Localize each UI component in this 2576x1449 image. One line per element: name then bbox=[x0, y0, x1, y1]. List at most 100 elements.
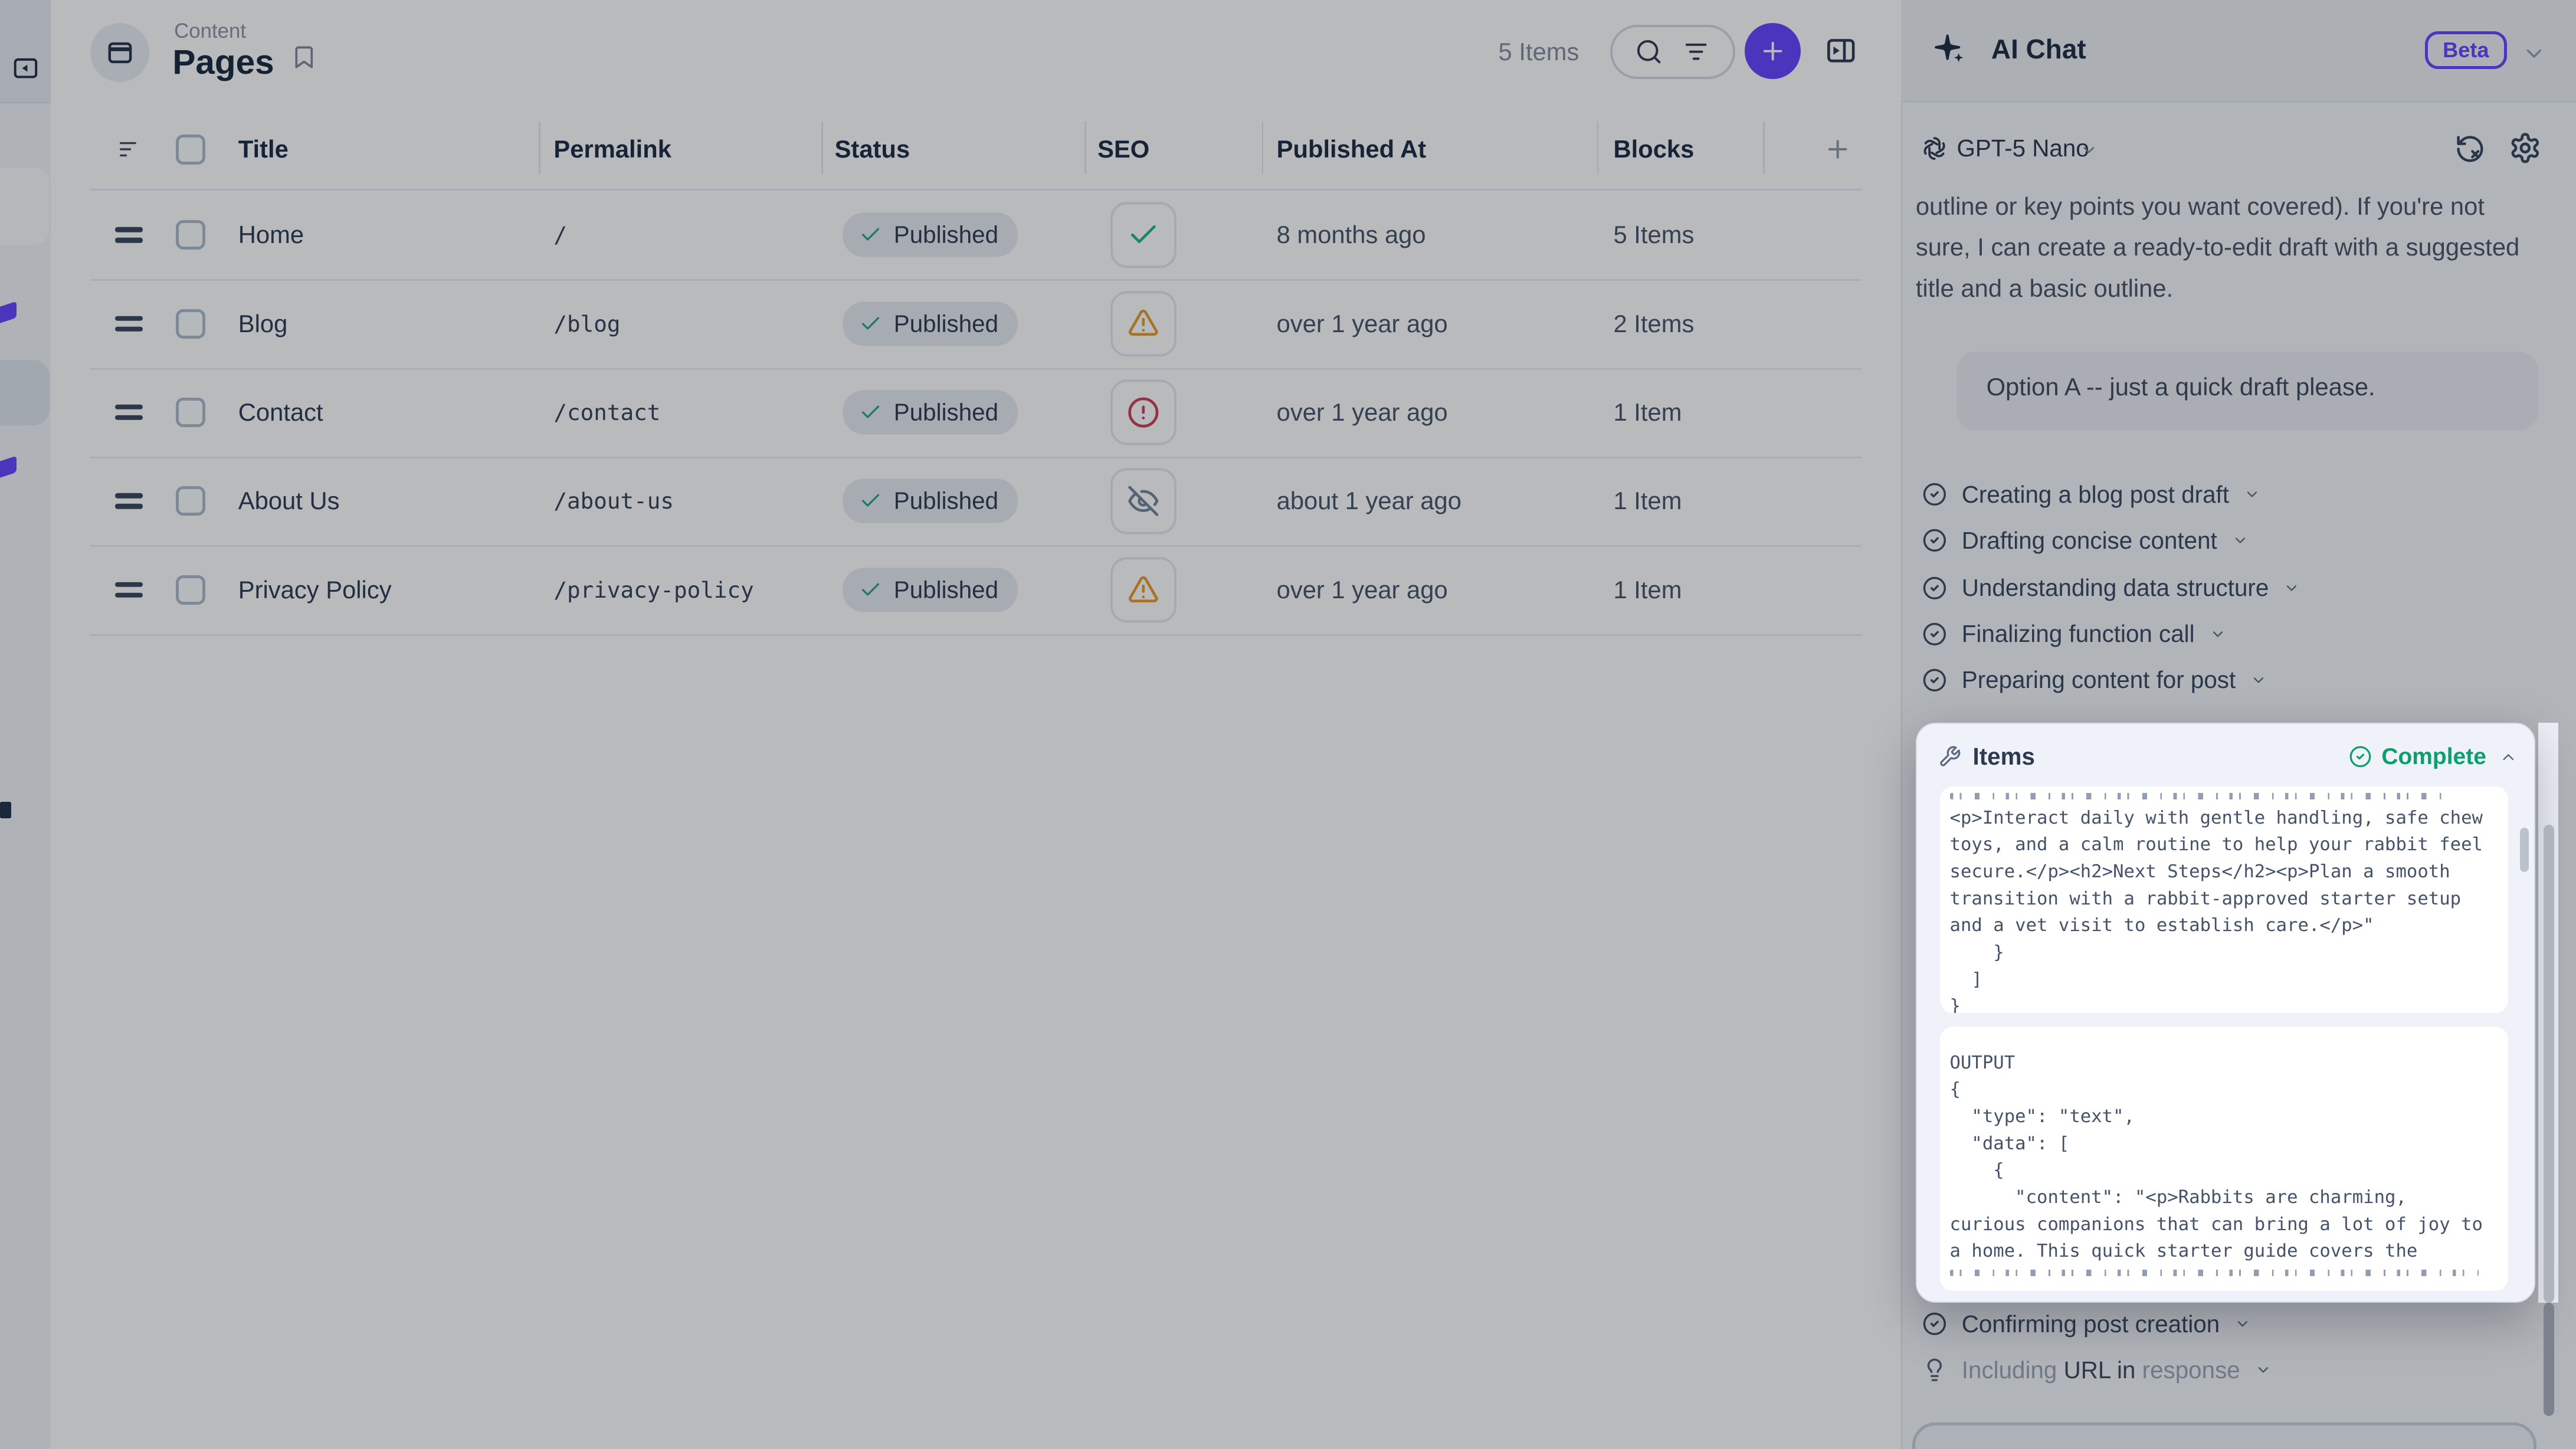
thinking-step-item[interactable]: Including URL in response bbox=[1922, 1355, 2272, 1385]
ai-chat-header bbox=[1900, 0, 2576, 102]
add-item-button[interactable] bbox=[1745, 22, 1801, 79]
check-circle-icon bbox=[1923, 576, 1946, 600]
nav-icon-fragment bbox=[0, 801, 12, 818]
column-header-status[interactable]: Status bbox=[834, 135, 910, 163]
window-icon bbox=[108, 42, 132, 63]
sidebar-toggle-icon[interactable] bbox=[1824, 34, 1858, 67]
nav-accent-fragment bbox=[0, 455, 17, 481]
drag-handle-icon[interactable] bbox=[114, 493, 143, 509]
step-item[interactable]: Creating a blog post draft bbox=[1922, 480, 2260, 509]
step-item[interactable]: Drafting concise content bbox=[1922, 526, 2249, 555]
row-checkbox[interactable] bbox=[175, 220, 206, 250]
search-filter-pill[interactable] bbox=[1610, 24, 1735, 79]
row-checkbox[interactable] bbox=[175, 309, 206, 339]
check-circle-icon bbox=[1923, 668, 1946, 691]
chevron-down-icon bbox=[2235, 537, 2245, 543]
breadcrumb[interactable]: Content bbox=[174, 19, 247, 43]
step-item[interactable]: Preparing content for post bbox=[1922, 666, 2267, 695]
select-all-checkbox[interactable] bbox=[175, 135, 206, 165]
column-header-published[interactable]: Published At bbox=[1276, 135, 1427, 163]
model-selector[interactable]: GPT-5 Nano bbox=[1956, 135, 2089, 162]
seo-ok-button[interactable] bbox=[1110, 202, 1176, 268]
panel-scrollbar-thumb[interactable] bbox=[2543, 1303, 2554, 1417]
collection-icon-button[interactable] bbox=[90, 22, 150, 83]
check-icon bbox=[862, 494, 880, 507]
chevron-up-icon[interactable] bbox=[2499, 748, 2518, 766]
sort-icon[interactable] bbox=[115, 137, 143, 162]
row-checkbox[interactable] bbox=[175, 575, 206, 605]
chevron-down-icon bbox=[2254, 677, 2264, 683]
row-checkbox[interactable] bbox=[175, 486, 206, 516]
items-count: 5 Items bbox=[1498, 38, 1579, 66]
cell-permalink: /blog bbox=[553, 310, 621, 337]
check-icon bbox=[862, 228, 880, 241]
cell-blocks: 1 Item bbox=[1613, 575, 1682, 604]
seo-warning-button[interactable] bbox=[1110, 290, 1176, 357]
chevron-down-icon bbox=[2238, 1321, 2248, 1327]
check-circle-icon bbox=[1923, 529, 1946, 552]
output-label: OUTPUT bbox=[1949, 1052, 2015, 1073]
chevron-down-icon[interactable] bbox=[2080, 141, 2098, 159]
tool-call-card: Items Complete <p>Interact daily with ge… bbox=[1915, 723, 2535, 1303]
table-row[interactable]: Blog /blog Published over 1 year ago 2 I… bbox=[90, 279, 1861, 368]
step-item[interactable]: Finalizing function call bbox=[1922, 619, 2226, 649]
check-circle-icon bbox=[1923, 483, 1946, 506]
row-checkbox[interactable] bbox=[175, 397, 206, 427]
cell-published-at: over 1 year ago bbox=[1276, 575, 1448, 604]
drag-handle-icon[interactable] bbox=[114, 404, 143, 421]
table-row[interactable]: Contact /contact Published over 1 year a… bbox=[90, 368, 1861, 457]
clipped-code-line bbox=[1949, 793, 2443, 800]
tool-input-code[interactable]: <p>Interact daily with gentle handling, … bbox=[1939, 786, 2509, 1014]
code-scrollbar-thumb[interactable] bbox=[2519, 827, 2529, 872]
cell-blocks: 1 Item bbox=[1613, 487, 1682, 515]
check-circle-icon bbox=[1923, 622, 1946, 645]
seo-alert-icon bbox=[1128, 397, 1159, 428]
seo-error-button[interactable] bbox=[1110, 379, 1176, 445]
cell-title: Blog bbox=[238, 309, 288, 337]
cell-published-at: over 1 year ago bbox=[1276, 309, 1448, 337]
chat-message-input[interactable] bbox=[1912, 1422, 2537, 1449]
cell-permalink: / bbox=[553, 222, 568, 248]
clear-history-icon[interactable] bbox=[2454, 133, 2486, 165]
page-title: Pages bbox=[172, 43, 274, 82]
bookmark-icon[interactable] bbox=[291, 42, 317, 72]
add-column-icon[interactable] bbox=[1824, 136, 1851, 163]
tool-output-code[interactable]: OUTPUT { "type": "text", "data": [ { "co… bbox=[1939, 1026, 2509, 1291]
lightbulb-icon bbox=[1927, 1359, 1942, 1382]
column-header-permalink[interactable]: Permalink bbox=[553, 135, 671, 163]
chevron-down-icon bbox=[2287, 585, 2297, 591]
drag-handle-icon[interactable] bbox=[114, 316, 143, 332]
cell-blocks: 2 Items bbox=[1613, 309, 1695, 337]
table-row[interactable]: About Us /about-us Published about 1 yea… bbox=[90, 457, 1861, 545]
drag-handle-icon[interactable] bbox=[114, 582, 143, 598]
filter-icon bbox=[1686, 43, 1707, 60]
cell-permalink: /about-us bbox=[553, 488, 674, 514]
cell-published-at: about 1 year ago bbox=[1276, 487, 1461, 515]
step-item[interactable]: Confirming post creation bbox=[1922, 1309, 2251, 1339]
status-badge: Published bbox=[843, 301, 1018, 346]
nav-item-fragment[interactable] bbox=[0, 359, 50, 426]
panel-scrollbar-thumb[interactable] bbox=[2543, 824, 2554, 1303]
table-row[interactable]: Privacy Policy /privacy-policy Published… bbox=[90, 545, 1861, 634]
seo-warning-icon bbox=[1129, 310, 1158, 336]
sidebar-collapse-icon[interactable] bbox=[10, 54, 41, 82]
column-header-blocks[interactable]: Blocks bbox=[1613, 135, 1695, 163]
step-item[interactable]: Understanding data structure bbox=[1922, 573, 2300, 603]
table-row[interactable]: Home / Published 8 months ago 5 Items bbox=[90, 191, 1861, 279]
chevron-down-icon[interactable] bbox=[2522, 41, 2546, 66]
gear-icon[interactable] bbox=[2509, 132, 2542, 165]
cell-blocks: 5 Items bbox=[1613, 221, 1695, 249]
check-circle-icon bbox=[1923, 1313, 1946, 1336]
drag-handle-icon[interactable] bbox=[114, 227, 143, 243]
column-header-seo[interactable]: SEO bbox=[1097, 135, 1150, 163]
nav-item-fragment[interactable] bbox=[0, 168, 50, 245]
cell-permalink: /contact bbox=[553, 399, 661, 425]
search-icon bbox=[1637, 40, 1661, 64]
seo-hidden-button[interactable] bbox=[1110, 468, 1176, 534]
user-message-bubble: Option A -- just a quick draft please. bbox=[1956, 351, 2539, 431]
status-badge: Published bbox=[843, 390, 1018, 435]
seo-warning-button[interactable] bbox=[1110, 556, 1176, 623]
tool-status: Complete bbox=[2349, 744, 2486, 770]
column-header-title[interactable]: Title bbox=[238, 135, 289, 163]
